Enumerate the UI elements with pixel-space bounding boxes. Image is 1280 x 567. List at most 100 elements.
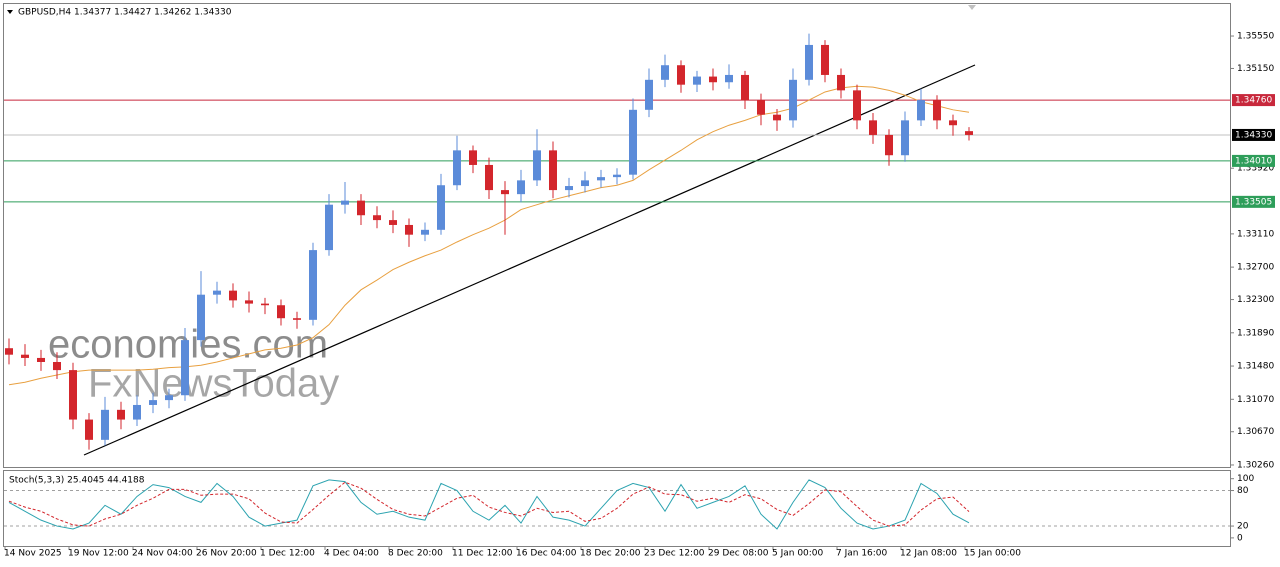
y-tick-label: 1.31070 [1237, 395, 1274, 405]
candle-body [357, 200, 365, 216]
candle-body [933, 100, 941, 121]
level-label: 1.34330 [1235, 130, 1272, 140]
y-tick-label: 1.32700 [1237, 263, 1274, 273]
shift-marker [968, 5, 976, 10]
candle-body [517, 180, 525, 195]
level-label-box [1232, 195, 1275, 208]
stoch-panel [3, 470, 1231, 547]
stoch-line [8, 479, 970, 530]
candle-body [501, 190, 509, 195]
x-tick-label: 1 Dec 12:00 [260, 549, 315, 559]
y-tick-label: 1.31890 [1237, 328, 1274, 338]
candle-body [725, 74, 733, 83]
x-tick-label: 16 Dec 04:00 [516, 549, 577, 559]
x-tick-label: 7 Jan 16:00 [836, 549, 888, 559]
y-tick-label: 20 [1237, 522, 1249, 532]
x-tick-label: 18 Dec 20:00 [580, 549, 641, 559]
candle-body [85, 419, 93, 440]
candle-body [581, 180, 589, 187]
level-label: 1.34010 [1235, 156, 1272, 166]
candle-body [133, 404, 141, 420]
candle-body [917, 100, 925, 121]
y-tick-label: 1.33920 [1237, 164, 1274, 174]
candle-body [117, 409, 125, 420]
y-tick-label: 1.30260 [1237, 460, 1274, 470]
candle-body [261, 303, 269, 306]
x-tick-label: 23 Dec 12:00 [644, 549, 705, 559]
candle-body [677, 65, 685, 85]
candle-body [197, 294, 205, 341]
y-tick-label: 1.35150 [1237, 64, 1274, 74]
candle-body [869, 120, 877, 135]
main-panel [3, 3, 1231, 468]
y-tick-label: 1.31480 [1237, 362, 1274, 372]
candle-body [789, 79, 797, 121]
x-tick-label: 4 Dec 04:00 [324, 549, 379, 559]
candle-body [821, 44, 829, 75]
x-tick-label: 8 Dec 20:00 [388, 549, 443, 559]
candle-body [469, 150, 477, 165]
x-tick-label: 14 Nov 2025 [4, 549, 62, 559]
stoch-line [8, 481, 970, 527]
candle-body [453, 150, 461, 186]
candle-body [165, 395, 173, 401]
x-tick-label: 5 Jan 00:00 [772, 549, 824, 559]
candle-body [341, 200, 349, 205]
candle-body [629, 109, 637, 175]
candle-body [309, 250, 317, 320]
candle-body [853, 90, 861, 121]
x-tick-label: 29 Dec 08:00 [708, 549, 769, 559]
y-tick-label: 1.30670 [1237, 427, 1274, 437]
candle-body [565, 186, 573, 191]
candle-body [69, 370, 77, 420]
candle-body [645, 79, 653, 110]
x-tick-label: 15 Jan 00:00 [964, 549, 1021, 559]
y-tick-label: 100 [1237, 474, 1254, 484]
candle-body [901, 120, 909, 156]
x-tick-label: 26 Nov 20:00 [196, 549, 257, 559]
level-label: 1.34760 [1235, 96, 1272, 106]
candle-body [837, 74, 845, 91]
candle-body [661, 65, 669, 80]
candle-body [293, 318, 301, 320]
x-tick-label: 19 Nov 12:00 [68, 549, 129, 559]
x-tick-label: 11 Dec 12:00 [452, 549, 513, 559]
candle-body [949, 120, 957, 126]
candle-body [485, 164, 493, 191]
moving-average [8, 85, 970, 386]
candle-body [437, 185, 445, 230]
candle-body [421, 229, 429, 235]
candle-body [37, 357, 45, 362]
candle-body [229, 290, 237, 301]
candle-body [181, 340, 189, 396]
candle-body [53, 361, 61, 371]
y-tick-label: 0 [1237, 533, 1243, 543]
candle-body [965, 131, 973, 135]
candle-body [549, 150, 557, 191]
candle-body [741, 74, 749, 101]
candle-body [277, 305, 285, 319]
level-label: 1.33505 [1235, 197, 1272, 207]
x-tick-label: 24 Nov 04:00 [132, 549, 193, 559]
candle-body [533, 150, 541, 181]
candle-body [597, 177, 605, 181]
candle-body [149, 400, 157, 405]
candle-body [21, 354, 29, 358]
trend-line [83, 64, 976, 456]
indicator-title: Stoch(5,3,3) 25.4045 44.4188 [9, 476, 145, 486]
candle-body [213, 290, 221, 295]
candle-body [389, 220, 397, 225]
menu-arrow[interactable] [7, 10, 13, 14]
level-label-box [1232, 94, 1275, 107]
y-tick-label: 1.32300 [1237, 295, 1274, 305]
candle-body [757, 100, 765, 115]
y-tick-label: 80 [1237, 486, 1249, 496]
candle-body [693, 76, 701, 85]
candle-body [805, 44, 813, 80]
level-label-box [1232, 128, 1275, 141]
candle-body [101, 409, 109, 440]
chart-title: GBPUSD,H4 1.34377 1.34427 1.34262 1.3433… [18, 8, 232, 18]
x-tick-label: 12 Jan 08:00 [900, 549, 957, 559]
